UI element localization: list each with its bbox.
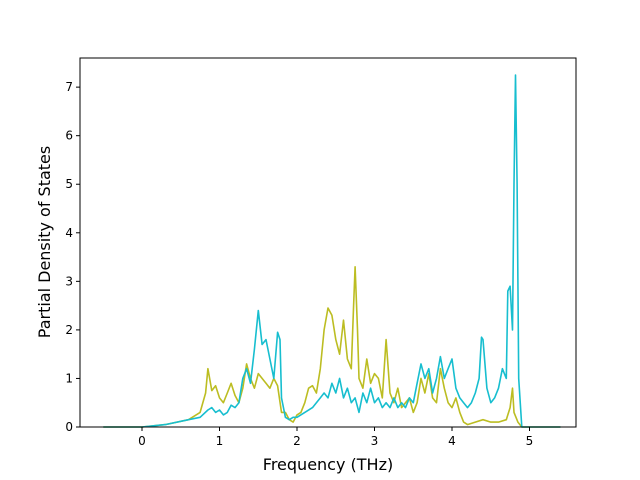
y-tick-label: 6 (65, 129, 73, 143)
y-tick-label: 5 (65, 177, 73, 191)
series-layer (103, 74, 561, 428)
x-tick-label: 2 (293, 434, 301, 448)
y-tick-label: 3 (65, 274, 73, 288)
y-tick-label: 0 (65, 420, 73, 434)
x-axis-ticks: 0 1 2 3 4 5 (138, 427, 533, 448)
y-tick-label: 1 (65, 371, 73, 385)
x-tick-label: 1 (216, 434, 224, 448)
x-tick-label: 3 (371, 434, 379, 448)
plot-frame (79, 57, 577, 428)
y-tick-label: 2 (65, 323, 73, 337)
x-axis-label: Frequency (THz) (263, 455, 393, 474)
y-axis-ticks: 0 1 2 3 4 5 6 7 (65, 80, 80, 434)
x-tick-label: 5 (526, 434, 534, 448)
plot-area (80, 58, 576, 427)
series-line-1 (103, 74, 561, 428)
y-tick-label: 7 (65, 80, 73, 94)
x-tick-label: 4 (448, 434, 456, 448)
y-tick-label: 4 (65, 226, 73, 240)
y-axis-label: Partial Density of States (35, 146, 54, 338)
x-tick-label: 0 (138, 434, 146, 448)
